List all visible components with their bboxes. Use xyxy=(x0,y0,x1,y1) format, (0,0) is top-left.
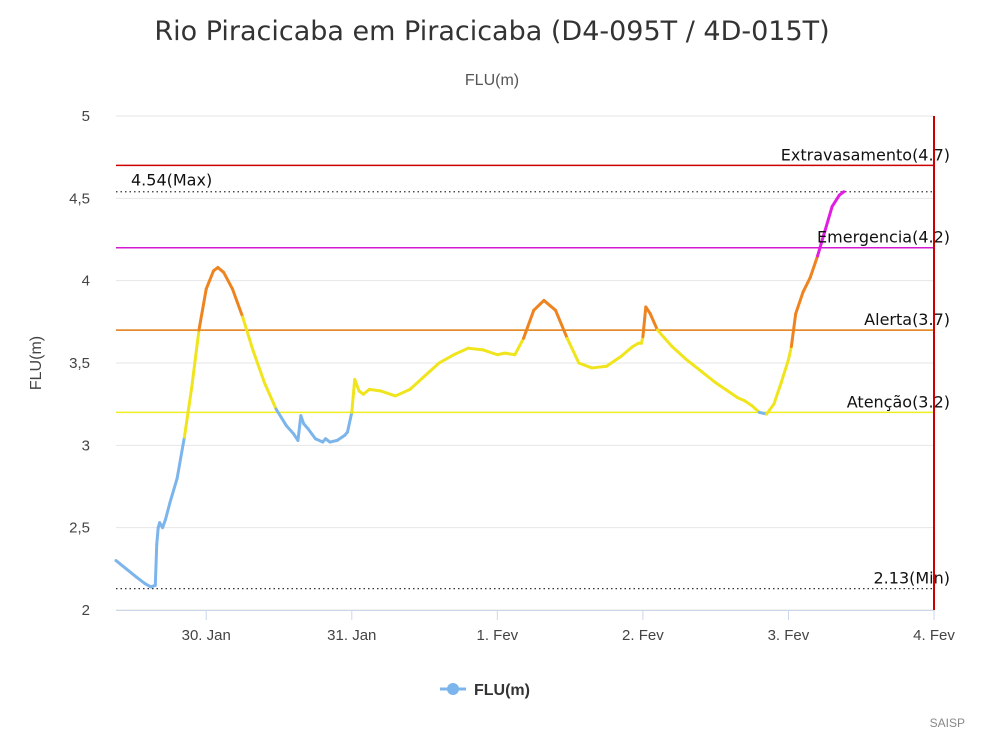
series-segment xyxy=(685,358,703,373)
series-segment xyxy=(367,387,383,393)
series-segment xyxy=(241,315,255,352)
series-segment xyxy=(801,275,812,294)
series-segment xyxy=(230,287,245,319)
series-segment xyxy=(466,346,485,352)
series-segment xyxy=(153,542,159,587)
series-segment xyxy=(350,377,357,414)
series-segment xyxy=(423,361,441,378)
series-segment xyxy=(262,381,278,411)
series-segment xyxy=(823,205,834,233)
label-alerta: Alerta(3.7) xyxy=(864,310,950,329)
series-segment xyxy=(481,348,499,357)
series-segment xyxy=(522,308,536,340)
series-segment xyxy=(168,476,179,505)
series-segment xyxy=(532,298,546,312)
series-segment xyxy=(204,269,216,291)
series-segment xyxy=(408,374,427,391)
series-segment xyxy=(565,336,581,365)
chart-subtitle: FLU(m) xyxy=(465,72,519,89)
series-segment xyxy=(274,407,288,428)
series-segment xyxy=(542,298,558,312)
series-segment xyxy=(655,328,674,349)
gridlines xyxy=(116,115,934,611)
x-tick-label: 2. Fev xyxy=(622,627,664,644)
series-segment xyxy=(670,345,689,362)
series-segment xyxy=(124,567,138,579)
series-segment xyxy=(794,290,805,316)
x-tick-label: 4. Fev xyxy=(913,627,955,644)
legend-marker xyxy=(447,683,459,695)
reference-labels: Extravasamento(4.7) Emergencia(4.2) Alerta… xyxy=(131,145,950,587)
series-segment xyxy=(772,381,783,406)
series-segment xyxy=(114,559,128,571)
x-tick-label: 1. Fev xyxy=(477,627,519,644)
series-segment xyxy=(134,575,147,586)
x-tick-label: 30. Jan xyxy=(182,627,231,644)
legend[interactable]: FLU(m) xyxy=(440,682,530,699)
series-segment xyxy=(306,427,317,441)
series-segment xyxy=(699,369,718,385)
series-segment xyxy=(619,345,635,358)
series-segment xyxy=(837,190,846,197)
y-tick-label: 3 xyxy=(82,437,90,454)
series-segment xyxy=(175,435,186,480)
chart-title: Rio Piracicaba em Piracicaba (D4-095T / … xyxy=(154,16,829,47)
series-segment xyxy=(190,328,201,390)
series-segment xyxy=(513,336,526,357)
y-axis-label: FLU(m) xyxy=(28,336,45,390)
series-segment xyxy=(605,354,623,368)
x-axis: 30. Jan 31. Jan 1. Fev 2. Fev 3. Fev 4. Fev xyxy=(116,610,955,644)
series-segment xyxy=(452,346,470,357)
series-segment xyxy=(648,312,659,332)
series-segment xyxy=(345,410,354,434)
series-segment xyxy=(379,389,397,398)
series-segment xyxy=(786,345,793,362)
credit[interactable]: SAISP xyxy=(930,716,965,730)
series-segment xyxy=(353,377,361,393)
series-segment xyxy=(554,308,569,340)
label-emergencia: Emergencia(4.2) xyxy=(817,228,950,247)
label-max: 4.54(Max) xyxy=(131,171,212,190)
y-tick-label: 4 xyxy=(82,273,90,290)
series-segment xyxy=(789,312,798,349)
series-segment xyxy=(830,193,841,209)
series-segment xyxy=(296,414,303,442)
series-segment xyxy=(590,364,609,370)
series-segment xyxy=(393,387,412,398)
y-tick-label: 3,5 xyxy=(69,355,90,372)
legend-item-flu[interactable]: FLU(m) xyxy=(474,682,530,699)
series-segment xyxy=(779,358,790,385)
y-tick-label: 2 xyxy=(82,602,90,619)
series-segment xyxy=(503,351,517,357)
y-tick-label: 4,5 xyxy=(69,190,90,207)
series-segment xyxy=(750,404,761,414)
series-segment xyxy=(641,305,648,339)
series-segment xyxy=(222,270,234,291)
x-tick-label: 31. Jan xyxy=(327,627,376,644)
series-segment xyxy=(284,424,296,436)
label-atenção: Atenção(3.2) xyxy=(847,392,950,411)
series-segment xyxy=(163,501,172,521)
label-min: 2.13(Min) xyxy=(874,569,951,588)
series-segment xyxy=(251,348,266,385)
series-segment xyxy=(437,353,456,365)
series-segment xyxy=(197,287,208,332)
series-segment xyxy=(182,386,194,439)
label-extravasamento: Extravasamento(4.7) xyxy=(781,145,950,164)
series-segment xyxy=(808,254,820,279)
y-tick-label: 2,5 xyxy=(69,520,90,537)
y-axis-ticks: 2 2,5 3 3,5 4 4,5 5 xyxy=(69,108,90,619)
series-segment xyxy=(816,229,827,258)
x-tick-label: 3. Fev xyxy=(768,627,810,644)
series-segment xyxy=(577,361,594,370)
series-segment xyxy=(765,402,776,416)
series-segment xyxy=(714,381,732,395)
series-segment xyxy=(155,526,160,546)
y-tick-label: 5 xyxy=(82,108,90,125)
series-lines xyxy=(114,190,846,589)
